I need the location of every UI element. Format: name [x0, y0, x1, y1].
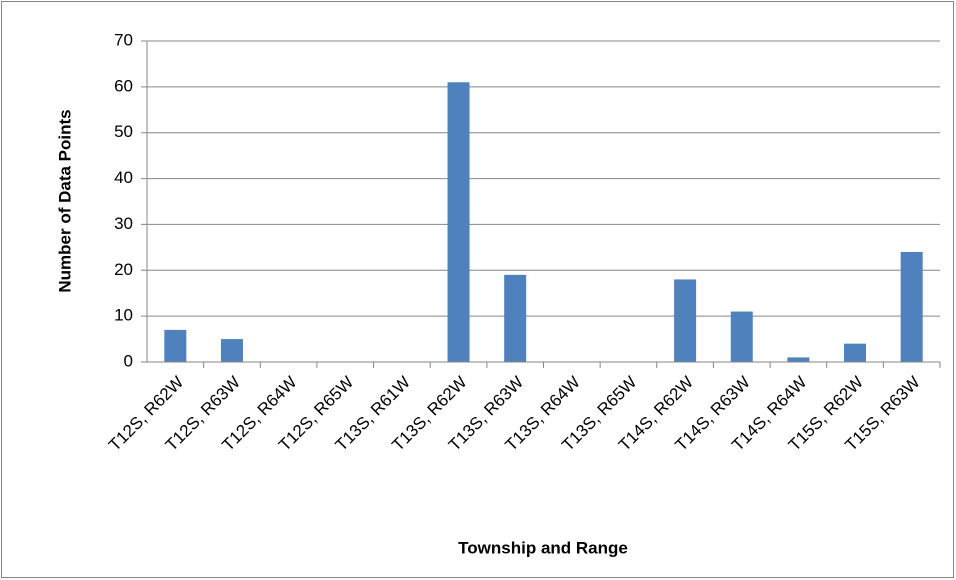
- y-tick-label: 0: [124, 351, 133, 370]
- x-axis-title: Township and Range: [458, 538, 628, 557]
- bar: [447, 82, 470, 363]
- y-tick-label: 30: [114, 214, 133, 233]
- bar: [504, 274, 527, 362]
- bar: [844, 343, 867, 362]
- y-tick-label: 20: [114, 260, 133, 279]
- bar: [164, 329, 187, 362]
- y-tick-label: 70: [114, 30, 133, 49]
- bar: [730, 311, 753, 362]
- bar: [900, 251, 923, 362]
- bar: [787, 357, 810, 362]
- y-tick-label: 50: [114, 122, 133, 141]
- y-tick-label: 40: [114, 168, 133, 187]
- bar: [674, 279, 697, 362]
- y-axis-title: Number of Data Points: [55, 109, 74, 292]
- y-tick-label: 10: [114, 306, 133, 325]
- bar: [220, 339, 243, 362]
- y-tick-label: 60: [114, 76, 133, 95]
